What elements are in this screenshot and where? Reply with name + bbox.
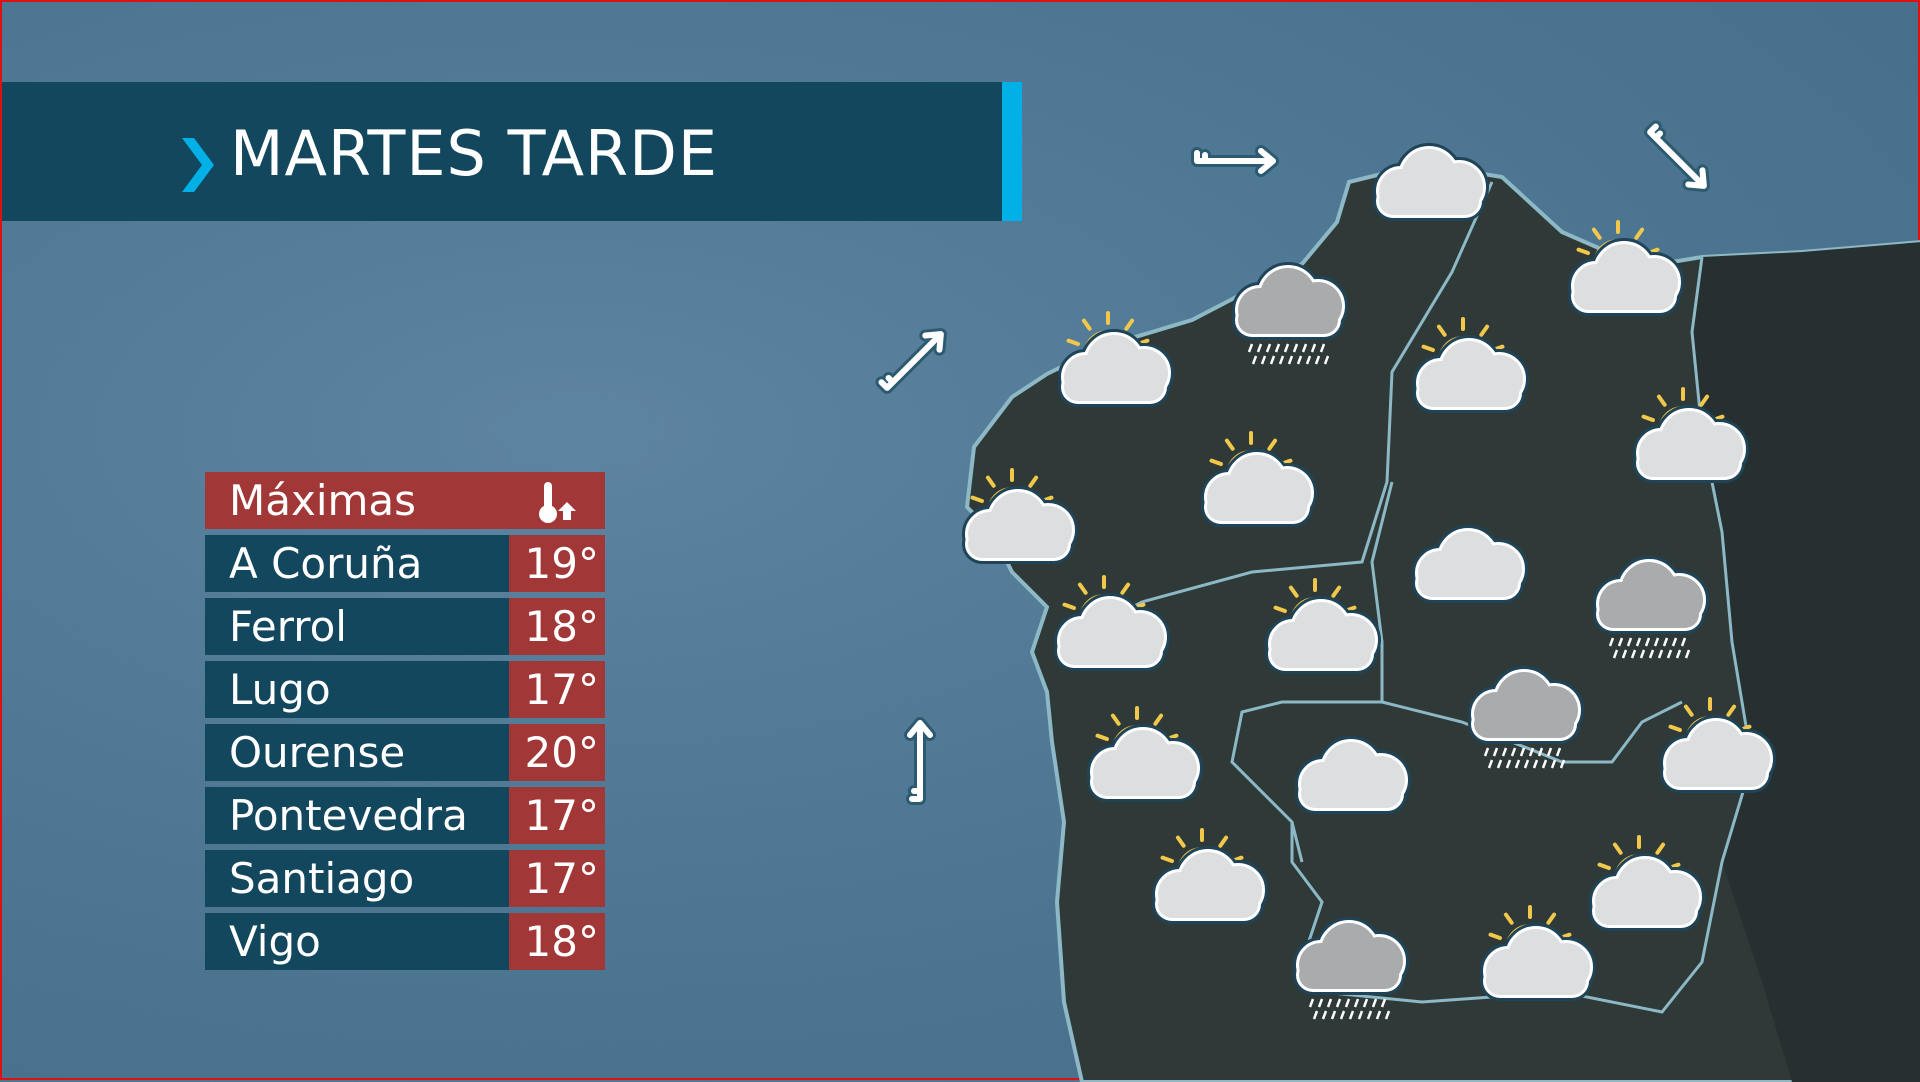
max-temperature: 18° (509, 598, 605, 655)
partly-cloudy-icon (1574, 220, 1678, 310)
partly-cloudy-icon (1271, 578, 1375, 668)
partly-cloudy-icon (1666, 697, 1770, 787)
city-name: Santiago (229, 854, 415, 903)
city-name: Vigo (229, 917, 321, 966)
city-name: Ourense (229, 728, 406, 777)
city-name: Pontevedra (229, 791, 468, 840)
table-row: Lugo 17° (205, 661, 605, 718)
city-name: Ferrol (229, 602, 347, 651)
title-bar (2, 82, 1002, 221)
title-accent-stripe (1002, 82, 1022, 221)
table-row: Ferrol 18° (205, 598, 605, 655)
wind-arrow-east-icon (1191, 145, 1279, 177)
max-temperature: 19° (509, 535, 605, 592)
partly-cloudy-icon (1158, 828, 1262, 918)
neighbour-region (1692, 242, 1920, 1082)
partly-cloudy-icon (1060, 575, 1164, 665)
table-header-label: Máximas (229, 476, 417, 525)
max-temperature: 17° (509, 661, 605, 718)
table-row: A Coruña 19° (205, 535, 605, 592)
rain-icon (1238, 268, 1342, 365)
partly-cloudy-icon (1064, 311, 1168, 401)
weather-icons (968, 149, 1770, 1020)
partly-cloudy-icon (1207, 431, 1311, 521)
max-temperature: 18° (509, 913, 605, 970)
city-name: Lugo (229, 665, 331, 714)
table-row: Santiago 17° (205, 850, 605, 907)
page-title: MARTES TARDE (230, 117, 719, 190)
max-temperature: 17° (509, 787, 605, 844)
table-row: Ourense 20° (205, 724, 605, 781)
chevron-right-icon (182, 138, 214, 192)
thermometer-up-icon (539, 482, 576, 523)
cloudy-icon (1379, 149, 1483, 215)
partly-cloudy-icon (1595, 835, 1699, 925)
max-temperature-table: Máximas A Coruña 19° Ferrol 18° Lugo 17° Ouren… (205, 472, 605, 970)
partly-cloudy-icon (1419, 317, 1523, 407)
wind-barbs (875, 120, 1710, 805)
table-row: Vigo 18° (205, 913, 605, 970)
wind-arrow-north-icon (904, 717, 936, 805)
wind-arrow-southeast-icon (1644, 120, 1710, 192)
partly-cloudy-icon (968, 468, 1072, 558)
partly-cloudy-icon (1486, 905, 1590, 995)
rain-icon (1599, 562, 1703, 659)
table-header: Máximas (205, 472, 605, 529)
max-temperature: 17° (509, 850, 605, 907)
table-row: Pontevedra 17° (205, 787, 605, 844)
city-name: A Coruña (229, 539, 423, 588)
max-temperature: 20° (509, 724, 605, 781)
rain-icon (1299, 923, 1403, 1020)
partly-cloudy-icon (1639, 387, 1743, 477)
rain-icon (1474, 672, 1578, 769)
partly-cloudy-icon (1093, 706, 1197, 796)
wind-arrow-northeast-icon (875, 328, 947, 394)
